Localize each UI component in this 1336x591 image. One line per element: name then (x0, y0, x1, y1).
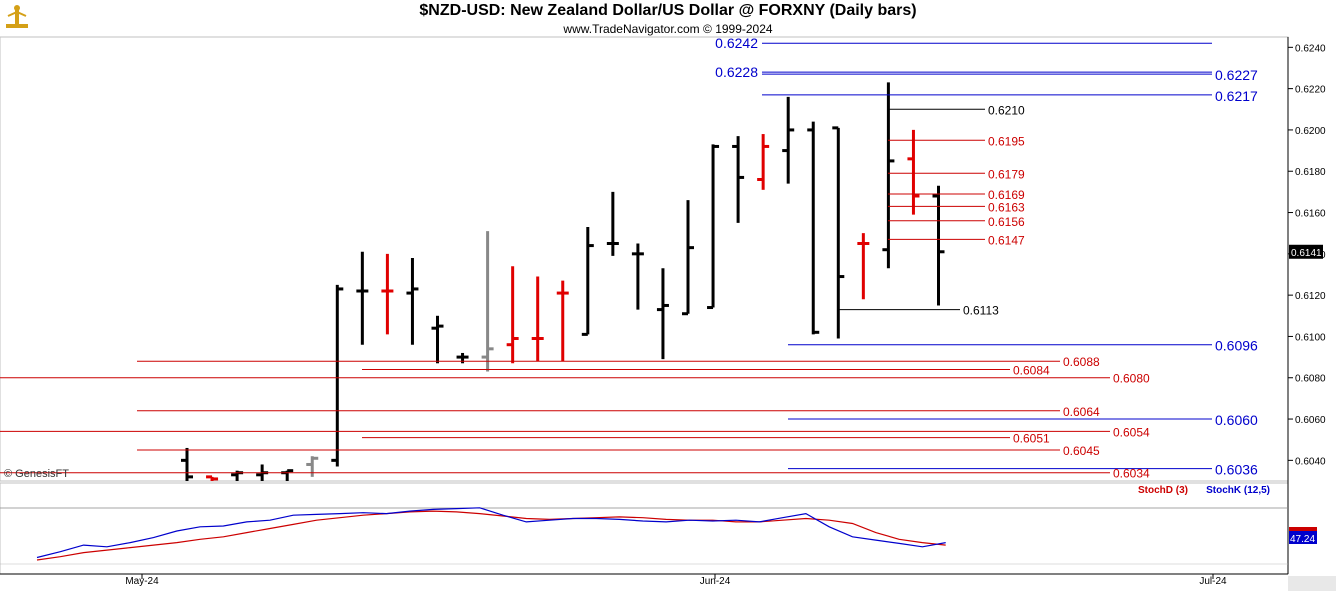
y-tick-label: 0.6060 (1295, 415, 1326, 426)
level-label: 0.6228 (715, 64, 758, 80)
ohlc-bar (732, 136, 745, 223)
ohlc-bar (907, 129, 920, 215)
x-tick-label: Jun-24 (700, 576, 731, 587)
level-label: 0.6163 (988, 200, 1025, 214)
ohlc-bar (181, 447, 193, 481)
y-tick-label: 0.6180 (1295, 167, 1326, 178)
ohlc-bar (807, 121, 820, 335)
level-label: 0.6147 (988, 233, 1025, 247)
ohlc-bar (832, 126, 845, 339)
level-label: 0.6060 (1215, 412, 1258, 428)
level-label: 0.6080 (1113, 372, 1150, 386)
ohlc-bar (782, 96, 795, 184)
ohlc-bar (331, 284, 344, 467)
level-label: 0.6051 (1013, 432, 1050, 446)
ohlc-bar (556, 280, 569, 362)
copyright-text: www.TradeNavigator.com © 1999-2024 (563, 22, 773, 36)
level-label: 0.6195 (988, 134, 1025, 148)
level-label: 0.6210 (988, 103, 1025, 117)
last-price-label: 0.6141 (1291, 248, 1322, 259)
level-label: 0.6179 (988, 167, 1025, 181)
y-tick-label: 0.6100 (1295, 332, 1326, 343)
level-label: 0.6096 (1215, 338, 1258, 354)
level-label: 0.6088 (1063, 355, 1100, 369)
ohlc-bar (757, 134, 770, 190)
ohlc-bar (381, 253, 394, 335)
oscillator-last-label: 47.24 (1290, 534, 1315, 545)
level-label: 0.6045 (1063, 444, 1100, 458)
level-label: 0.6064 (1063, 405, 1100, 419)
level-label: 0.6036 (1215, 462, 1258, 478)
y-tick-label: 0.6120 (1295, 291, 1326, 302)
ohlc-bar (531, 276, 544, 362)
ohlc-bar (506, 266, 519, 364)
y-tick-label: 0.6220 (1295, 85, 1326, 96)
y-tick-label: 0.6240 (1295, 43, 1326, 54)
level-label: 0.6113 (963, 304, 999, 318)
oscillator-last-box-top (1289, 527, 1317, 531)
last-price-box (1289, 244, 1323, 259)
oscillator-last-box (1289, 530, 1317, 544)
ohlc-bar (682, 200, 694, 316)
axis-corner (1288, 576, 1336, 591)
ohlc-bar (656, 268, 669, 360)
y-tick-label: 0.6160 (1295, 209, 1326, 220)
ohlc-bar (882, 82, 895, 269)
ohlc-bar (581, 226, 594, 336)
watermark-text: © GenesisFT (4, 468, 69, 480)
chart-title: $NZD-USD: New Zealand Dollar/US Dollar @… (419, 2, 917, 19)
oscillator-series-line (36, 510, 946, 561)
level-label: 0.6169 (988, 188, 1025, 202)
trade-navigator-logo-icon (2, 2, 32, 32)
level-label: 0.6054 (1113, 425, 1150, 439)
legend-stochk: StochK (12,5) (1206, 485, 1270, 496)
x-tick-label: May-24 (125, 576, 159, 587)
x-tick-label: Jul-24 (1199, 576, 1227, 587)
level-label: 0.6084 (1013, 363, 1050, 377)
y-tick-label: 0.6080 (1295, 374, 1326, 385)
level-label: 0.6242 (715, 35, 758, 51)
ohlc-bar (206, 475, 219, 481)
ohlc-bar (857, 233, 870, 300)
ohlc-bar (431, 315, 444, 364)
oscillator-panel (0, 482, 1289, 575)
level-label: 0.6034 (1113, 467, 1150, 481)
ohlc-bar (481, 231, 494, 372)
ohlc-bar (606, 191, 619, 256)
ohlc-bar (356, 251, 369, 345)
ohlc-bar (306, 456, 319, 477)
level-label: 0.6156 (988, 215, 1025, 229)
ohlc-bar (406, 257, 419, 345)
oscillator-series-line (36, 507, 946, 559)
ohlc-bar (932, 185, 945, 306)
y-tick-label: 0.6200 (1295, 126, 1326, 137)
level-label: 0.6227 (1215, 67, 1258, 83)
ohlc-bar (631, 243, 644, 310)
level-label: 0.6217 (1215, 88, 1258, 104)
price-panel (0, 36, 1289, 482)
ohlc-bar (707, 144, 720, 310)
legend-stochd: StochD (3) (1138, 485, 1188, 496)
y-tick-label: 0.6040 (1295, 456, 1326, 467)
